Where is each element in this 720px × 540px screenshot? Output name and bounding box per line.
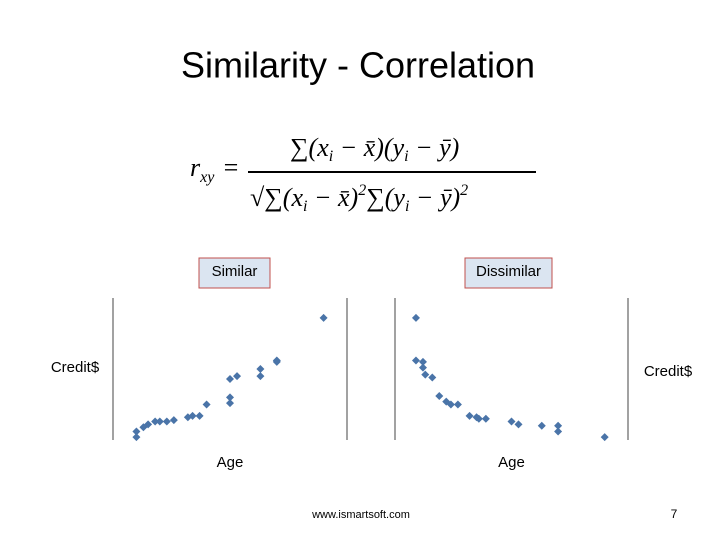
chart-title: Dissimilar <box>476 263 541 280</box>
formula-part: i <box>405 198 409 215</box>
footer-url: www.ismartsoft.com <box>311 509 410 521</box>
slide-title: Similarity - Correlation <box>181 45 535 86</box>
formula-denominator: √∑(xi − x̄)2∑(yi − ȳ)2 <box>250 182 468 215</box>
formula-numerator: ∑(xi − x̄)(yi − ȳ) <box>290 133 459 165</box>
formula-part: √∑(x <box>250 183 303 212</box>
data-point <box>428 373 437 382</box>
formula-part: − x̄)(y <box>333 133 404 162</box>
data-point <box>554 421 563 430</box>
formula-part: xy <box>199 169 215 186</box>
data-point <box>226 399 234 408</box>
data-point <box>256 372 265 381</box>
formula-part: i <box>303 198 307 215</box>
data-point <box>554 427 563 436</box>
page-number: 7 <box>671 507 678 521</box>
data-point <box>132 427 141 436</box>
x-axis-label: Age <box>498 454 525 471</box>
formula-part: ∑(x <box>290 133 329 162</box>
formula-lhs: rxy <box>190 153 215 186</box>
data-point <box>233 372 242 381</box>
data-point <box>514 420 523 429</box>
data-point <box>188 411 197 420</box>
data-point <box>226 374 234 383</box>
data-point <box>411 313 420 322</box>
data-point <box>202 400 211 409</box>
formula-part: r <box>190 153 201 182</box>
chart-title: Similar <box>212 263 258 280</box>
data-point <box>421 370 430 379</box>
y-axis-label: Credit$ <box>644 363 693 380</box>
data-point <box>169 416 178 425</box>
data-point <box>446 400 455 409</box>
data-point <box>453 400 462 409</box>
formula-part: − x̄) <box>307 183 358 212</box>
chart-title-box <box>198 257 271 289</box>
data-point <box>474 414 483 423</box>
data-point <box>411 356 420 365</box>
data-point <box>151 417 160 426</box>
formula-eq: = <box>222 153 240 182</box>
data-point <box>481 414 490 423</box>
data-point <box>155 417 164 426</box>
data-point <box>537 421 546 430</box>
data-point <box>418 363 427 372</box>
data-point <box>319 313 328 322</box>
formula: rxy = ∑(xi − x̄)(yi − ȳ) √∑(xi − x̄)2∑(y… <box>190 133 536 215</box>
formula-part: i <box>329 148 333 165</box>
data-point <box>507 417 516 426</box>
data-point <box>465 411 474 420</box>
formula-part: ∑(y <box>366 183 405 212</box>
formula-part: − ȳ) <box>409 133 460 162</box>
formula-part: 2 <box>460 182 468 199</box>
formula-part: − ȳ) <box>409 183 460 212</box>
x-axis-label: Age <box>217 454 244 471</box>
data-point <box>195 411 204 420</box>
data-point <box>600 433 609 442</box>
data-point <box>418 357 427 366</box>
y-axis-label: Credit$ <box>51 359 100 376</box>
chart-title-box <box>464 257 553 289</box>
formula-part: i <box>404 148 408 165</box>
data-point <box>162 417 171 426</box>
data-point <box>272 357 281 366</box>
data-point <box>132 433 141 442</box>
formula-part: 2 <box>358 182 366 199</box>
data-point <box>226 393 234 402</box>
data-point <box>256 365 265 373</box>
data-point <box>144 420 153 429</box>
data-point <box>435 391 444 400</box>
